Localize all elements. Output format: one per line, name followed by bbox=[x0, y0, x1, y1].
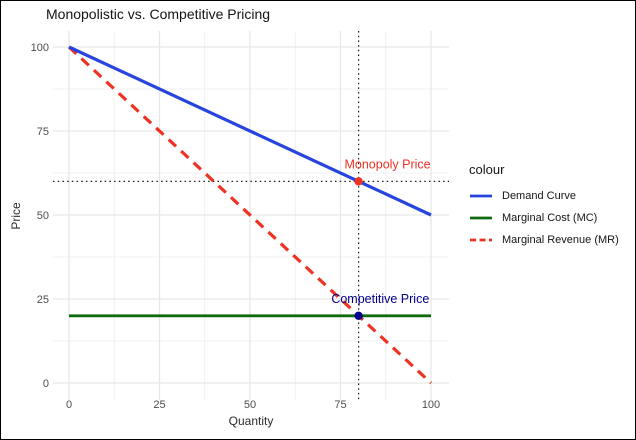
y-tick-label: 25 bbox=[37, 294, 49, 306]
marginal-revenue-mr-line bbox=[67, 45, 433, 385]
legend-item-label: Marginal Cost (MC) bbox=[502, 212, 598, 224]
x-tick-label: 50 bbox=[244, 399, 256, 411]
legend-item-marginal-revenue-mr: Marginal Revenue (MR) bbox=[469, 229, 619, 251]
legend-item-marginal-cost-mc: Marginal Cost (MC) bbox=[469, 207, 619, 229]
y-tick-label: 100 bbox=[31, 42, 49, 54]
marginal-cost-mc-key-icon bbox=[470, 216, 492, 220]
y-tick-label: 50 bbox=[37, 210, 49, 222]
x-tick-label: 100 bbox=[422, 399, 440, 411]
x-tick-label: 25 bbox=[153, 399, 165, 411]
monopoly-price-label: Monopoly Price bbox=[344, 158, 430, 172]
y-axis-label: Price bbox=[9, 202, 23, 230]
demand-curve-key-icon bbox=[470, 194, 492, 198]
legend-item-label: Demand Curve bbox=[502, 190, 576, 202]
legend-item-demand-curve: Demand Curve bbox=[469, 185, 619, 207]
y-tick-label: 0 bbox=[43, 378, 49, 390]
monopoly-price-point bbox=[354, 177, 363, 186]
legend: colour Demand Curve Marginal Cost (MC) Mar… bbox=[469, 162, 619, 251]
x-tick-label: 0 bbox=[66, 399, 72, 411]
demand-curve-line bbox=[68, 45, 432, 217]
marginal-revenue-mr-key-icon bbox=[470, 238, 492, 242]
y-tick-label: 75 bbox=[37, 126, 49, 138]
chart-title: Monopolistic vs. Competitive Pricing bbox=[46, 6, 271, 22]
legend-title: colour bbox=[469, 162, 505, 177]
competitive-price-label: Competitive Price bbox=[331, 292, 429, 306]
x-axis-label: Quantity bbox=[228, 414, 274, 428]
legend-item-label: Marginal Revenue (MR) bbox=[502, 234, 619, 246]
legend-items: Demand Curve Marginal Cost (MC) Marginal R… bbox=[469, 185, 619, 251]
x-tick-label: 75 bbox=[334, 399, 346, 411]
competitive-price-point bbox=[354, 311, 363, 320]
